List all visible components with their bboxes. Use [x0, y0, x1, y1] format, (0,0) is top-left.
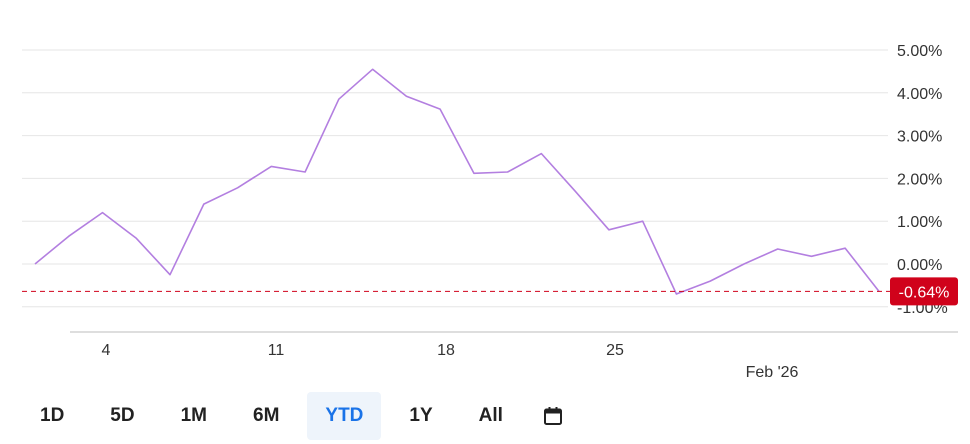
range-button-1m[interactable]: 1M	[163, 392, 225, 440]
y-tick-label: 4.00%	[897, 86, 942, 103]
y-tick-label: 0.00%	[897, 257, 942, 274]
x-month-label: Feb '26	[746, 364, 799, 381]
range-button-6m[interactable]: 6M	[235, 392, 297, 440]
x-tick-label: 4	[102, 342, 111, 359]
current-value-badge	[890, 277, 958, 306]
series-line	[34, 68, 880, 295]
series-layer	[34, 68, 880, 295]
range-button-1y[interactable]: 1Y	[391, 392, 450, 440]
y-tick-label: 3.00%	[897, 129, 942, 146]
date-range-button[interactable]	[531, 392, 575, 440]
range-button-ytd[interactable]: YTD	[307, 392, 382, 440]
price-chart[interactable]: 5.00%4.00%3.00%2.00%1.00%0.00%-1.00% 4 11…	[0, 0, 970, 390]
y-tick-label: 2.00%	[897, 171, 942, 188]
range-button-1d[interactable]: 1D	[22, 392, 82, 440]
grid-lines	[22, 49, 888, 308]
x-tick-label: 25	[606, 342, 624, 359]
y-tick-label: 1.00%	[897, 214, 942, 231]
y-tick-label: 5.00%	[897, 43, 942, 60]
reference-layer: -0.64%	[22, 277, 958, 306]
range-button-all[interactable]: All	[461, 392, 521, 440]
x-tick-label: 18	[437, 342, 455, 359]
range-selector: 1D 5D 1M 6M YTD 1Y All	[22, 392, 575, 440]
current-value-label: -0.64%	[899, 284, 950, 301]
x-tick-label: 11	[268, 342, 285, 359]
y-axis: 5.00%4.00%3.00%2.00%1.00%0.00%-1.00%	[897, 43, 948, 317]
calendar-icon	[543, 407, 562, 425]
range-button-5d[interactable]: 5D	[92, 392, 152, 440]
x-axis: 4 11 18 25 Feb '26	[102, 342, 799, 381]
